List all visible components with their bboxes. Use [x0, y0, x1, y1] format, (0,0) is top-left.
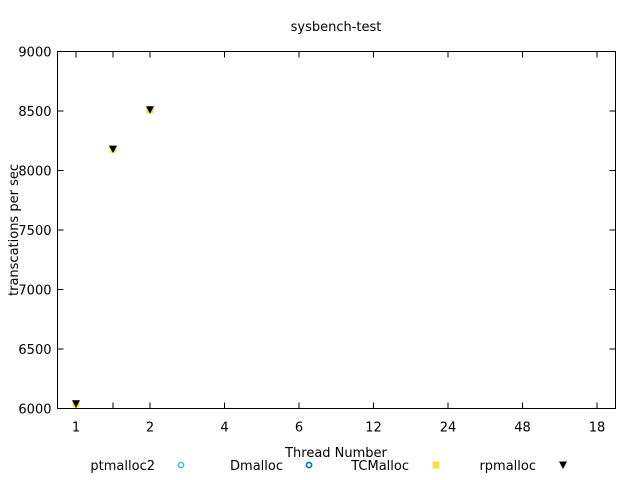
x-tick-label: 2	[146, 421, 154, 436]
y-tick-label: 6000	[18, 403, 51, 418]
y-axis: 6000 6500 7000 7500 8000 8500 9000	[18, 46, 616, 418]
legend: ptmalloc2 Dmalloc TCMalloc rpmalloc	[90, 459, 567, 474]
y-axis-label: transcations per sec	[7, 164, 22, 296]
x-axis-label: Thread Number	[284, 446, 387, 461]
y-tick-label: 6500	[18, 343, 51, 358]
y-tick-label: 7000	[18, 284, 51, 299]
x-tick-label: 4	[220, 421, 228, 436]
legend-label: rpmalloc	[479, 459, 536, 474]
plot-area	[57, 51, 616, 409]
legend-marker-ptmalloc2	[177, 461, 185, 469]
legend-label: TCMalloc	[350, 459, 409, 474]
x-tick-label: 18	[589, 421, 606, 436]
x-tick-label: 6	[295, 421, 303, 436]
data-points	[72, 106, 154, 408]
x-tick-label: 12	[365, 421, 382, 436]
y-tick-label: 8000	[18, 165, 51, 180]
x-tick-label: 48	[514, 421, 531, 436]
x-tick-label: 24	[440, 421, 457, 436]
legend-label: ptmalloc2	[90, 459, 155, 474]
y-tick-label: 7500	[18, 224, 51, 239]
legend-label: Dmalloc	[230, 459, 283, 474]
legend-marker-dmalloc	[305, 461, 313, 469]
chart-title: sysbench-test	[291, 20, 382, 35]
point-rpmalloc	[109, 145, 117, 154]
legend-marker-tcmalloc	[432, 461, 440, 469]
y-tick-label: 8500	[18, 105, 51, 120]
x-tick-label: 1	[72, 421, 80, 436]
point-rpmalloc	[72, 400, 80, 408]
legend-marker-rpmalloc	[559, 461, 567, 469]
x-axis: 1 2 4 6 12 24 48 18	[72, 51, 606, 436]
point-rpmalloc	[146, 106, 154, 114]
y-tick-label: 9000	[18, 46, 51, 61]
